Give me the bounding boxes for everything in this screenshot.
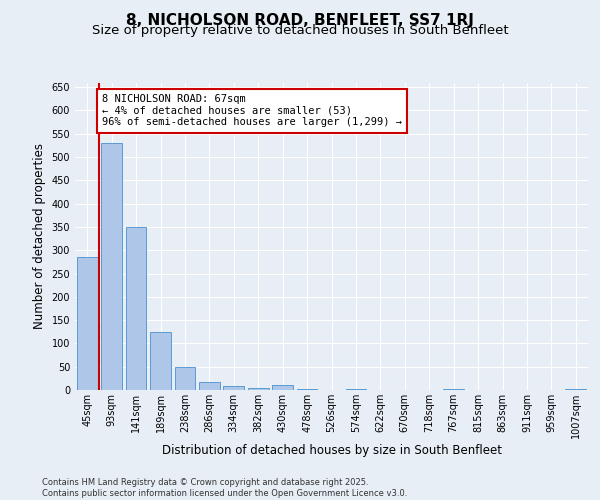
Bar — [565, 389, 586, 390]
Bar — [296, 389, 317, 390]
Bar — [77, 257, 98, 390]
Bar — [199, 382, 220, 390]
Text: 8, NICHOLSON ROAD, BENFLEET, SS7 1RJ: 8, NICHOLSON ROAD, BENFLEET, SS7 1RJ — [126, 12, 474, 28]
Bar — [443, 389, 464, 390]
Y-axis label: Number of detached properties: Number of detached properties — [33, 143, 46, 329]
Bar — [101, 143, 122, 390]
Bar — [272, 386, 293, 390]
Bar — [346, 389, 367, 390]
Bar — [248, 388, 269, 390]
Text: Size of property relative to detached houses in South Benfleet: Size of property relative to detached ho… — [92, 24, 508, 37]
Text: 8 NICHOLSON ROAD: 67sqm
← 4% of detached houses are smaller (53)
96% of semi-det: 8 NICHOLSON ROAD: 67sqm ← 4% of detached… — [102, 94, 402, 128]
Text: Contains HM Land Registry data © Crown copyright and database right 2025.
Contai: Contains HM Land Registry data © Crown c… — [42, 478, 407, 498]
Bar — [125, 227, 146, 390]
Bar — [150, 332, 171, 390]
Bar — [223, 386, 244, 390]
Bar — [175, 366, 196, 390]
X-axis label: Distribution of detached houses by size in South Benfleet: Distribution of detached houses by size … — [161, 444, 502, 456]
